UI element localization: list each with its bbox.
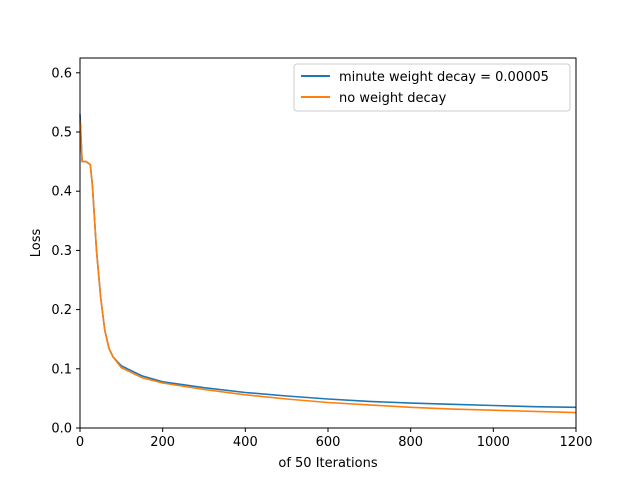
x-axis-label: of 50 Iterations <box>278 456 377 471</box>
y-tick-label: 0.3 <box>51 244 72 259</box>
y-axis-label: Loss <box>29 229 44 258</box>
x-tick-label: 1000 <box>477 435 510 450</box>
y-tick-label: 0.5 <box>51 126 72 141</box>
x-tick-label: 800 <box>398 435 423 450</box>
series-line-weight-decay <box>79 114 577 409</box>
y-axis-ticks: 0.0 0.1 0.2 0.3 0.4 0.5 0.6 <box>51 66 80 437</box>
x-tick-label: 1200 <box>559 435 592 450</box>
y-tick-label: 0.2 <box>51 303 72 318</box>
legend-box <box>293 63 571 112</box>
y-tick-label: 0.6 <box>51 66 72 81</box>
x-tick-label: 0 <box>76 435 84 450</box>
y-tick-label: 0.0 <box>51 422 72 437</box>
legend-label-weight-decay: minute weight decay = 0.00005 <box>339 70 549 85</box>
x-axis-ticks: 0 200 400 600 800 1000 1200 <box>76 428 593 450</box>
series-line-no-weight-decay <box>79 120 577 414</box>
legend: minute weight decay = 0.00005 no weight … <box>293 63 571 112</box>
x-tick-label: 600 <box>316 435 341 450</box>
y-tick-label: 0.1 <box>51 362 72 377</box>
series-layer <box>79 114 577 414</box>
plot-frame <box>79 57 577 429</box>
legend-label-no-weight-decay: no weight decay <box>339 91 447 106</box>
x-tick-label: 200 <box>150 435 175 450</box>
x-tick-label: 400 <box>233 435 258 450</box>
y-tick-label: 0.4 <box>51 185 72 200</box>
